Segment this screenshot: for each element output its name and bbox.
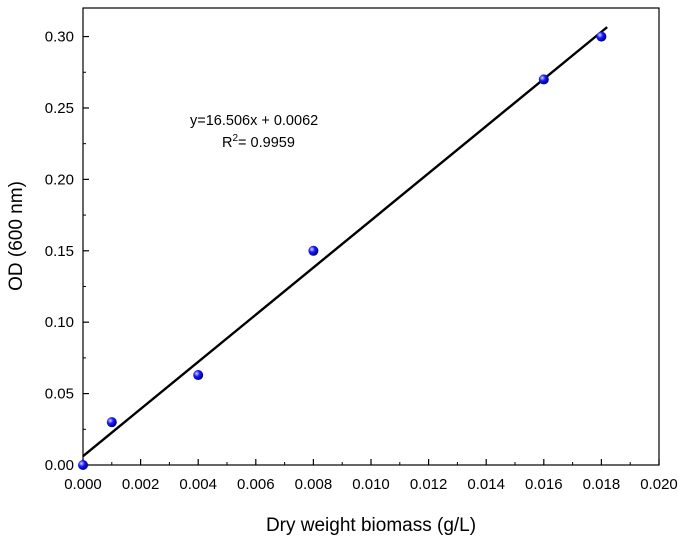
data-point bbox=[308, 245, 319, 256]
x-tick-label: 0.010 bbox=[352, 476, 390, 493]
r2-superscript: 2 bbox=[232, 133, 238, 144]
y-axis-title: OD (600 nm) bbox=[6, 181, 27, 291]
x-tick-label: 0.000 bbox=[64, 476, 102, 493]
x-tick-label: 0.002 bbox=[122, 476, 160, 493]
x-tick-label: 0.012 bbox=[410, 476, 448, 493]
r-squared-label: R2= 0.9959 bbox=[222, 133, 295, 151]
x-tick-label: 0.016 bbox=[525, 476, 563, 493]
x-tick-label: 0.020 bbox=[640, 476, 678, 493]
y-tick-label: 0.15 bbox=[45, 243, 74, 260]
y-tick-label: 0.20 bbox=[45, 171, 74, 188]
x-axis-ticks: 0.000 0.002 0.004 0.006 0.008 0.010 0.012 0.014… bbox=[64, 459, 678, 493]
data-point bbox=[193, 370, 204, 381]
fit-line-layer bbox=[82, 26, 608, 458]
y-tick-label: 0.05 bbox=[45, 386, 74, 403]
y-tick-label: 0.10 bbox=[45, 314, 74, 331]
data-point bbox=[596, 31, 607, 42]
x-tick-label: 0.004 bbox=[179, 476, 217, 493]
plot-frame bbox=[82, 7, 660, 466]
r2-value: = 0.9959 bbox=[238, 135, 295, 151]
x-tick-label: 0.006 bbox=[237, 476, 275, 493]
x-tick-label: 0.014 bbox=[467, 476, 505, 493]
data-point bbox=[538, 74, 549, 85]
x-tick-label: 0.008 bbox=[295, 476, 333, 493]
data-point bbox=[78, 460, 88, 470]
y-tick-label: 0.25 bbox=[45, 100, 74, 117]
x-axis-title: Dry weight biomass (g/L) bbox=[266, 515, 476, 536]
y-tick-label: 0.00 bbox=[45, 457, 74, 474]
data-points bbox=[78, 31, 607, 470]
data-point bbox=[106, 417, 117, 428]
fit-equation: y=16.506x + 0.0062 bbox=[190, 113, 318, 129]
linear-fit-line bbox=[82, 26, 608, 458]
r2-prefix: R bbox=[222, 135, 232, 151]
y-axis-ticks: 0.00 0.05 0.10 0.15 0.20 0.25 0.30 bbox=[45, 29, 89, 474]
y-tick-label: 0.30 bbox=[45, 29, 74, 46]
x-tick-label: 0.018 bbox=[583, 476, 621, 493]
